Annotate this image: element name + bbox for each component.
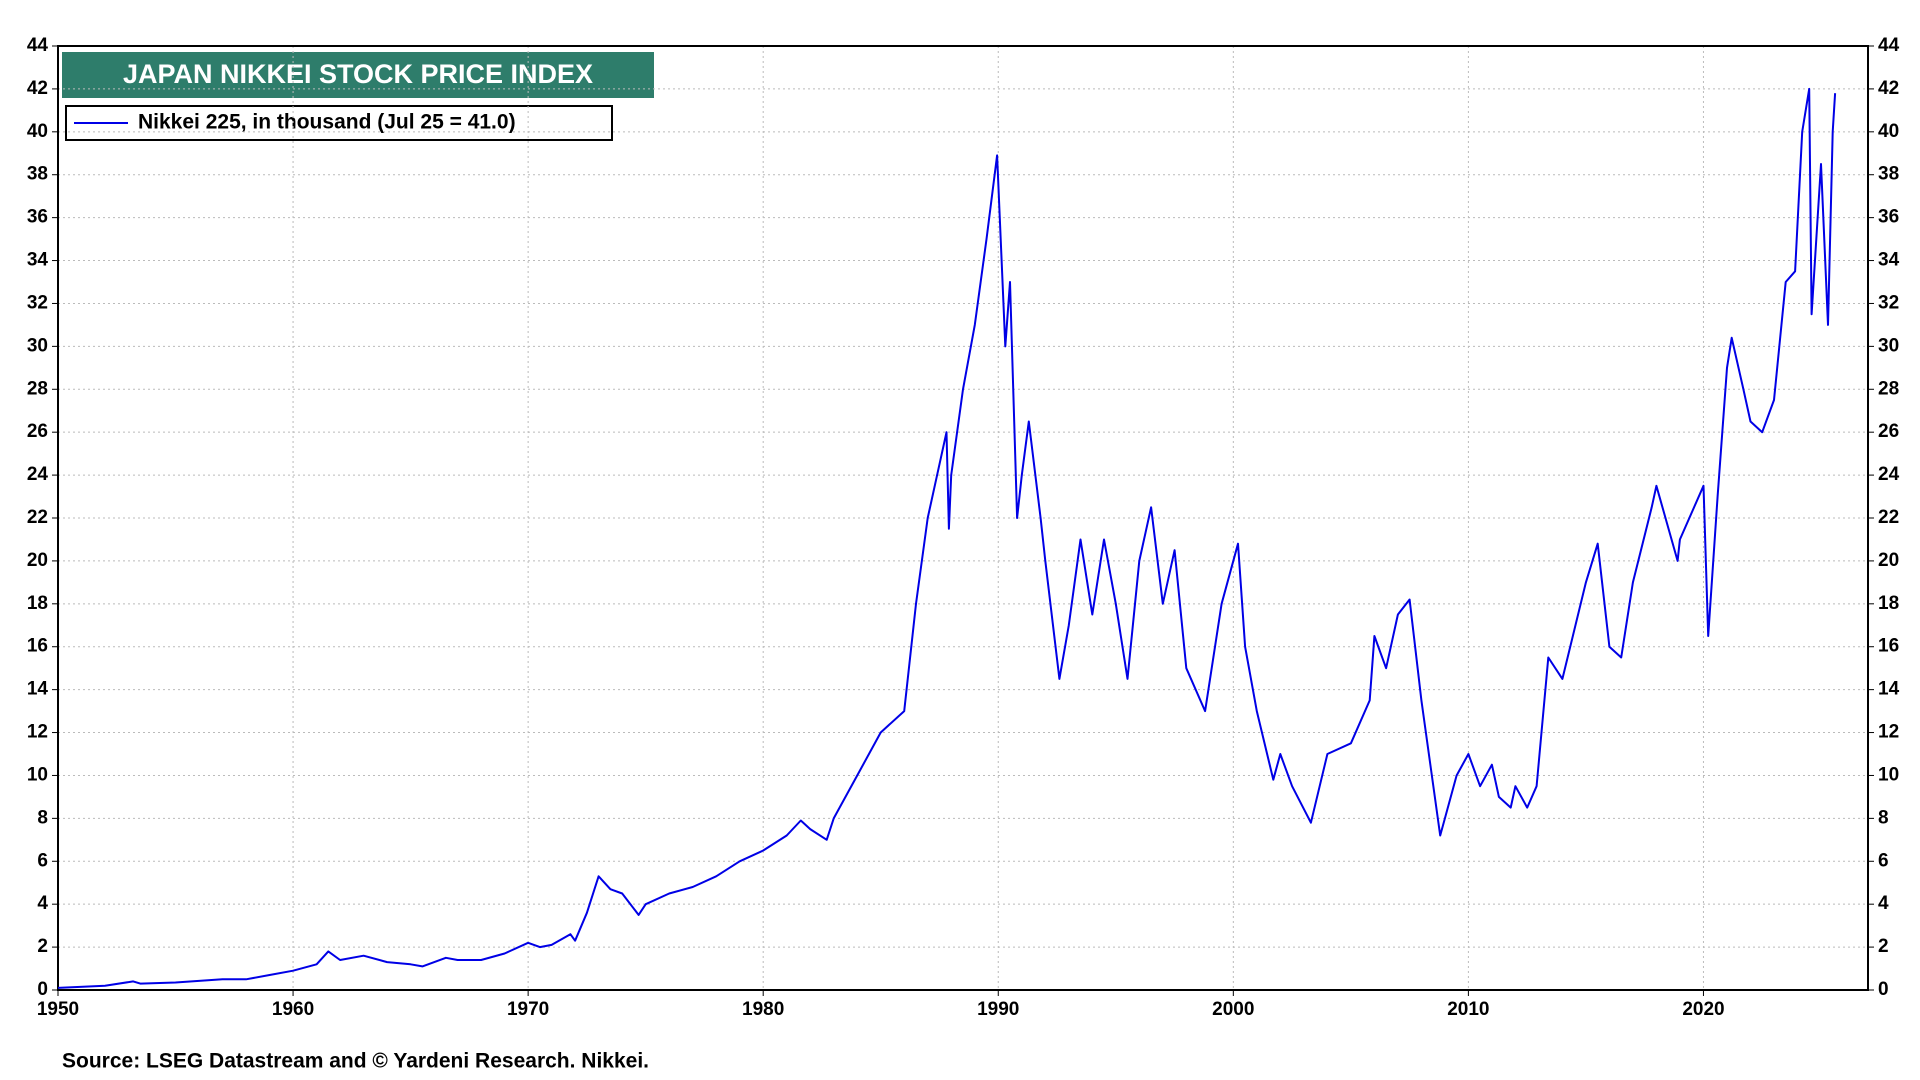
y-tick-label: 12 [27, 722, 48, 743]
y2-tick-label: 20 [1878, 550, 1899, 571]
x-tick-label: 1980 [742, 999, 784, 1020]
y-tick-label: 6 [37, 850, 48, 871]
x-tick-label: 1960 [272, 999, 314, 1020]
y2-tick-label: 30 [1878, 335, 1899, 356]
y-tick-label: 8 [37, 807, 48, 828]
y-tick-label: 4 [37, 893, 48, 914]
y2-tick-label: 4 [1878, 893, 1889, 914]
title-box [62, 52, 654, 98]
y2-tick-label: 34 [1878, 250, 1900, 271]
y-tick-label: 34 [27, 250, 49, 271]
y2-tick-label: 38 [1878, 164, 1899, 185]
y2-tick-label: 44 [1878, 35, 1900, 56]
y2-tick-label: 32 [1878, 292, 1899, 313]
y2-tick-label: 8 [1878, 807, 1889, 828]
y-tick-label: 28 [27, 378, 48, 399]
series-line [57, 87, 1837, 989]
y2-tick-label: 28 [1878, 378, 1899, 399]
y-tick-label: 10 [27, 764, 48, 785]
y-tick-label: 44 [27, 35, 49, 56]
x-tick-label: 2010 [1447, 999, 1489, 1020]
y-tick-label: 22 [27, 507, 48, 528]
chart-title: JAPAN NIKKEI STOCK PRICE INDEX [123, 59, 593, 89]
y2-tick-label: 14 [1878, 679, 1900, 700]
y-tick-label: 16 [27, 636, 48, 657]
plot-frame [57, 45, 1869, 991]
y2-tick-label: 18 [1878, 593, 1899, 614]
y2-tick-label: 12 [1878, 722, 1899, 743]
y2-tick-label: 2 [1878, 936, 1889, 957]
y-tick-label: 0 [37, 979, 48, 1000]
legend-box [65, 105, 613, 141]
legend-label: Nikkei 225, in thousand (Jul 25 = 41.0) [138, 111, 516, 134]
y-tick-label: 18 [27, 593, 48, 614]
y-tick-label: 24 [27, 464, 49, 485]
x-tick-label: 1990 [977, 999, 1019, 1020]
y2-tick-label: 6 [1878, 850, 1889, 871]
y-tick-label: 20 [27, 550, 48, 571]
x-tick-label: 2020 [1682, 999, 1724, 1020]
y-tick-label: 26 [27, 421, 48, 442]
y2-tick-label: 24 [1878, 464, 1900, 485]
y-tick-label: 40 [27, 121, 48, 142]
x-tick-label: 2000 [1212, 999, 1254, 1020]
y2-tick-label: 0 [1878, 979, 1889, 1000]
y2-tick-label: 40 [1878, 121, 1899, 142]
x-tick-label: 1950 [37, 999, 79, 1020]
y2-tick-label: 26 [1878, 421, 1899, 442]
x-tick-label: 1970 [507, 999, 549, 1020]
y2-tick-label: 10 [1878, 764, 1899, 785]
y-tick-label: 30 [27, 335, 48, 356]
source: Source: LSEG Datastream and © Yardeni Re… [62, 1050, 649, 1073]
y-tick-label: 42 [27, 78, 48, 99]
y2-tick-label: 36 [1878, 207, 1899, 228]
y-tick-label: 14 [27, 679, 49, 700]
y-tick-label: 2 [37, 936, 48, 957]
y-tick-label: 38 [27, 164, 48, 185]
y2-tick-label: 16 [1878, 636, 1899, 657]
y-tick-label: 32 [27, 292, 48, 313]
y2-tick-label: 22 [1878, 507, 1899, 528]
y2-tick-label: 42 [1878, 78, 1899, 99]
y-tick-label: 36 [27, 207, 48, 228]
